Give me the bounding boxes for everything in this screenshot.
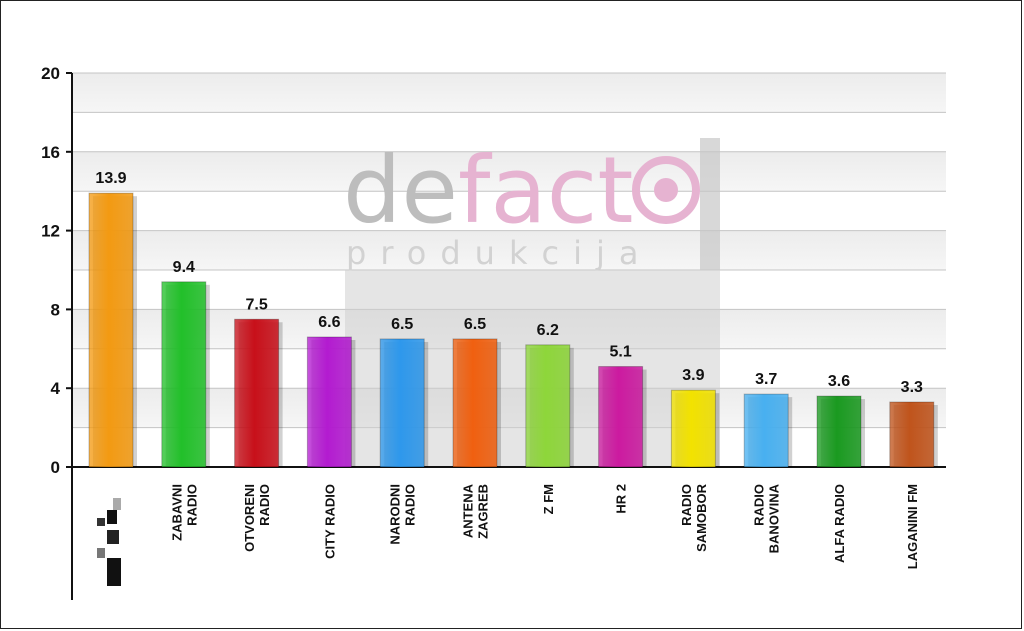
- y-tick-label: 0: [51, 458, 60, 477]
- category-label: NARODNI RADIO: [388, 484, 418, 545]
- bar: [88, 192, 134, 468]
- y-tick-label: 20: [41, 64, 60, 83]
- category-label: Z FM: [541, 484, 556, 514]
- category-label: CITY RADIO: [322, 484, 337, 559]
- category-label-line: OTVORENI: [242, 484, 257, 552]
- data-label: 6.5: [464, 316, 486, 333]
- data-label: 7.5: [245, 296, 267, 313]
- watermark-wheel-icon: [632, 156, 700, 224]
- category-label-line: ZAGREB: [476, 484, 491, 539]
- category-label: HR 2: [614, 484, 629, 514]
- pixelated-logo-icon: [97, 498, 121, 586]
- grid-band: [72, 73, 946, 113]
- category-label-line: CITY RADIO: [322, 484, 337, 559]
- bar: [525, 344, 571, 468]
- category-label: OTVORENI RADIO: [242, 484, 272, 552]
- grid-band: [72, 230, 946, 270]
- bar: [816, 395, 862, 468]
- data-label: 3.6: [828, 373, 850, 390]
- bar: [598, 366, 644, 468]
- category-label: ALFA RADIO: [832, 484, 847, 563]
- bar: [234, 318, 280, 468]
- watermark-subtitle: produkcija: [346, 234, 652, 272]
- y-tick-label: 8: [51, 300, 60, 319]
- y-tick-label: 12: [41, 222, 60, 241]
- bar: [452, 338, 498, 468]
- data-label: 6.2: [537, 322, 559, 339]
- category-label: LAGANINI FM: [905, 484, 920, 569]
- category-label-line: RADIO: [184, 484, 199, 526]
- data-label: 3.7: [755, 371, 777, 388]
- logo-block: [97, 518, 105, 526]
- watermark-logo-text: defact: [343, 137, 633, 244]
- category-label-line: HR 2: [614, 484, 629, 514]
- bar: [161, 281, 207, 468]
- logo-block: [107, 530, 119, 544]
- logo-block: [107, 510, 117, 524]
- bar: [379, 338, 425, 468]
- category-label-line: NARODNI: [388, 484, 403, 545]
- category-label-line: LAGANINI FM: [905, 484, 920, 569]
- watermark-bar: [700, 138, 720, 270]
- category-label-line: RADIO: [403, 484, 418, 526]
- data-label: 13.9: [95, 170, 126, 187]
- category-label-line: ALFA RADIO: [832, 484, 847, 563]
- category-label-line: SAMOBOR: [694, 483, 709, 552]
- category-label-line: BANOVINA: [767, 483, 782, 553]
- logo-block: [107, 558, 121, 586]
- data-label: 5.1: [609, 344, 631, 361]
- data-label: 3.9: [682, 367, 704, 384]
- bar: [306, 336, 352, 468]
- category-label: ZABAVNI RADIO: [169, 484, 199, 541]
- grid-band: [72, 151, 946, 192]
- bar: [889, 401, 935, 468]
- category-label-line: Z FM: [541, 484, 556, 514]
- logo-block: [97, 548, 105, 558]
- category-label: RADIO SAMOBOR: [679, 483, 709, 552]
- y-tick-label: 4: [51, 379, 61, 398]
- data-label: 9.4: [173, 259, 195, 276]
- category-label: ANTENA ZAGREB: [461, 483, 491, 538]
- category-label-line: RADIO: [257, 484, 272, 526]
- bar: [743, 393, 789, 468]
- data-label: 6.5: [391, 316, 413, 333]
- category-label-line: ZABAVNI: [169, 484, 184, 541]
- category-label-line: ANTENA: [461, 483, 476, 538]
- category-label-line: RADIO: [679, 484, 694, 526]
- data-label: 6.6: [318, 314, 340, 331]
- logo-block: [113, 498, 121, 510]
- category-label-line: RADIO: [752, 484, 767, 526]
- category-label: RADIO BANOVINA: [752, 483, 782, 553]
- y-tick-label: 16: [41, 143, 60, 162]
- data-label: 3.3: [901, 379, 923, 396]
- bar: [670, 389, 716, 468]
